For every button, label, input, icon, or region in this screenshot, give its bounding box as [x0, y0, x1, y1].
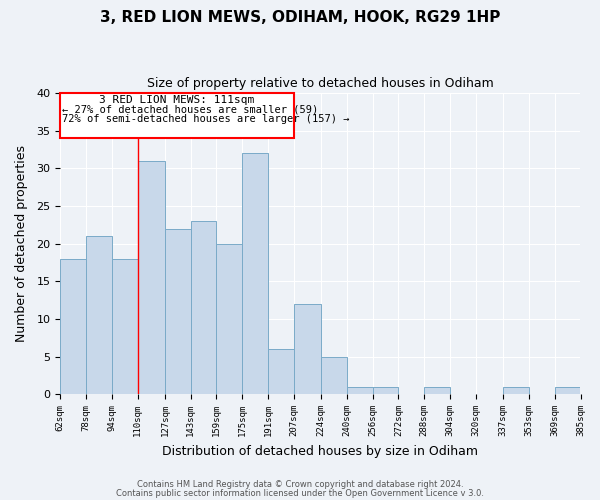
Bar — [191, 221, 217, 394]
Text: 72% of semi-detached houses are larger (157) →: 72% of semi-detached houses are larger (… — [62, 114, 349, 124]
FancyBboxPatch shape — [60, 93, 294, 138]
Bar — [321, 356, 347, 394]
Text: Contains HM Land Registry data © Crown copyright and database right 2024.: Contains HM Land Registry data © Crown c… — [137, 480, 463, 489]
Bar — [60, 258, 86, 394]
Bar — [424, 386, 450, 394]
Bar — [165, 228, 191, 394]
Bar — [347, 386, 373, 394]
Text: 3 RED LION MEWS: 111sqm: 3 RED LION MEWS: 111sqm — [100, 96, 254, 106]
Bar — [86, 236, 112, 394]
X-axis label: Distribution of detached houses by size in Odiham: Distribution of detached houses by size … — [163, 444, 478, 458]
Y-axis label: Number of detached properties: Number of detached properties — [15, 145, 28, 342]
Bar — [294, 304, 321, 394]
Bar — [373, 386, 398, 394]
Title: Size of property relative to detached houses in Odiham: Size of property relative to detached ho… — [147, 78, 494, 90]
Text: ← 27% of detached houses are smaller (59): ← 27% of detached houses are smaller (59… — [62, 104, 318, 115]
Bar — [555, 386, 581, 394]
Bar — [503, 386, 529, 394]
Text: Contains public sector information licensed under the Open Government Licence v : Contains public sector information licen… — [116, 488, 484, 498]
Bar — [217, 244, 242, 394]
Bar — [242, 154, 268, 394]
Text: 3, RED LION MEWS, ODIHAM, HOOK, RG29 1HP: 3, RED LION MEWS, ODIHAM, HOOK, RG29 1HP — [100, 10, 500, 25]
Bar — [112, 258, 137, 394]
Bar — [137, 161, 165, 394]
Bar — [268, 349, 294, 394]
